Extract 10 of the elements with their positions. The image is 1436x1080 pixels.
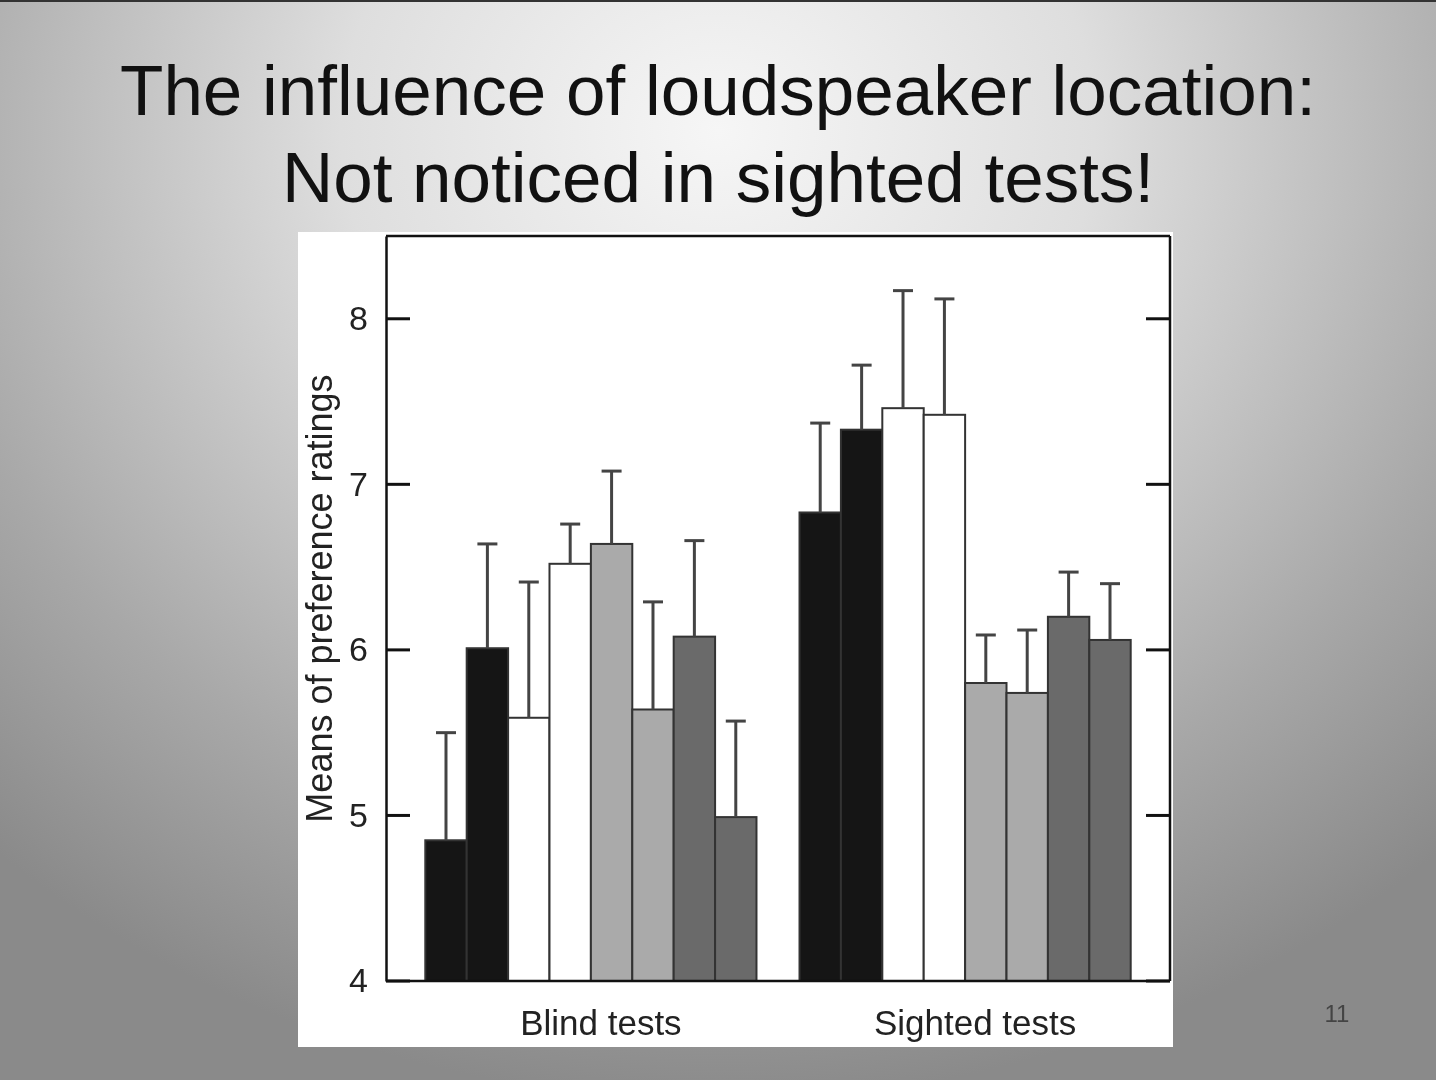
y-axis-title: Means of preference ratings [299, 374, 340, 823]
y-tick-label: 7 [349, 464, 368, 503]
text: 11 [1324, 1000, 1350, 1027]
y-tick-label: 8 [349, 299, 368, 338]
y-tick-label: 5 [349, 795, 368, 834]
x-tick-label: Sighted tests [873, 1003, 1077, 1042]
x-tick-label: Blind tests [520, 1003, 682, 1042]
chart-title: The influence of loudspeaker location: Not noticed in sighted tests! [120, 51, 1316, 217]
y-tick-label: 4 [349, 961, 368, 1000]
y-tick-label: 6 [349, 630, 368, 669]
